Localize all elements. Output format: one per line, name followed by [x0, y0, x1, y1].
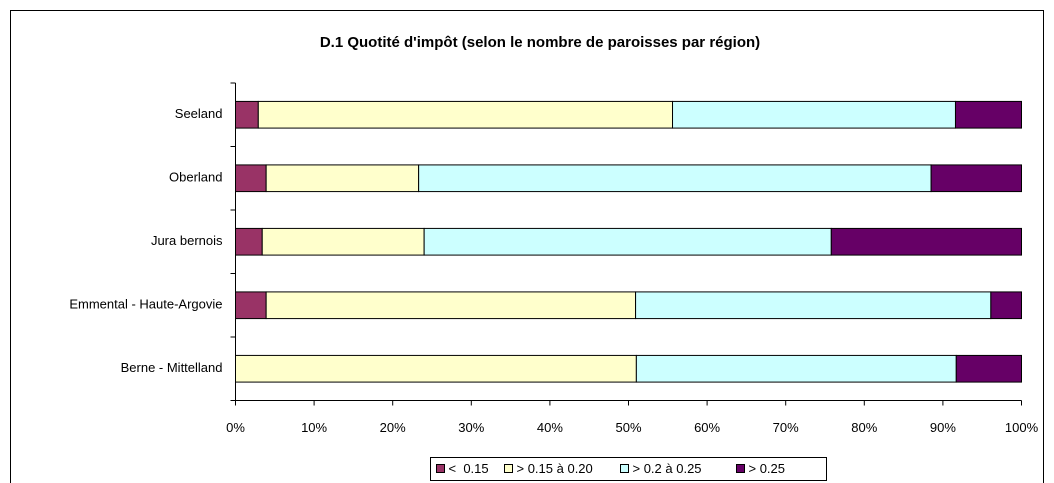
chart-title: D.1 Quotité d'impôt (selon le nombre de …: [320, 34, 760, 51]
bar-segment: [418, 164, 932, 193]
legend-label: > 0.25: [749, 461, 786, 476]
chart-border: [10, 10, 1044, 483]
bar-segment: [635, 291, 992, 320]
legend-swatch: [620, 464, 629, 473]
bar-segment: [235, 164, 267, 193]
x-tick-label: 60%: [694, 420, 720, 435]
bar-segment: [235, 354, 637, 383]
bar-segment: [265, 291, 637, 320]
bar-segment: [635, 354, 957, 383]
x-tick-label: 70%: [773, 420, 799, 435]
legend-label: > 0.15 à 0.20: [517, 461, 593, 476]
x-tick-label: 20%: [380, 420, 406, 435]
bar-segment: [930, 164, 1022, 193]
bar-segment: [235, 100, 259, 129]
bar-segment: [265, 164, 420, 193]
legend-swatch: [436, 464, 445, 473]
y-tick-label: Jura bernois: [151, 233, 223, 248]
x-tick-label: 0%: [226, 420, 245, 435]
bar-segment: [672, 100, 956, 129]
legend-label: > 0.2 à 0.25: [633, 461, 702, 476]
x-tick-label: 100%: [1005, 420, 1039, 435]
legend-swatch: [736, 464, 745, 473]
y-tick-label: Berne - Mittelland: [121, 360, 223, 375]
x-tick-label: 90%: [930, 420, 956, 435]
bar-segment: [830, 227, 1023, 256]
y-tick-label: Oberland: [169, 170, 222, 185]
bar-segment: [955, 354, 1023, 383]
bar-segment: [261, 227, 425, 256]
bar-segment: [235, 227, 263, 256]
bar-segment: [423, 227, 832, 256]
y-tick-label: Emmental - Haute-Argovie: [69, 297, 222, 312]
bar-segment: [990, 291, 1023, 320]
x-tick-label: 80%: [851, 420, 877, 435]
x-tick-label: 30%: [458, 420, 484, 435]
x-tick-label: 40%: [537, 420, 563, 435]
bar-segment: [954, 100, 1023, 129]
y-tick-label: Seeland: [175, 106, 223, 121]
x-tick-label: 50%: [615, 420, 641, 435]
bar-segment: [235, 291, 267, 320]
x-tick-label: 10%: [301, 420, 327, 435]
legend-label: < 0.15: [449, 461, 489, 476]
bar-segment: [257, 100, 674, 129]
legend-swatch: [504, 464, 513, 473]
